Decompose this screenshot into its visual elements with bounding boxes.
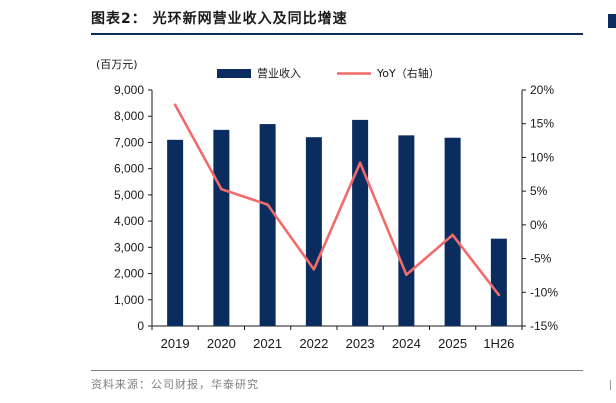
right-tick-label: -15% <box>530 319 558 333</box>
yoy-point <box>405 273 408 276</box>
x-category-label: 1H26 <box>483 336 514 351</box>
left-tick-label: 8,000 <box>114 109 144 123</box>
left-tick-label: 7,000 <box>114 135 144 149</box>
x-category-label: 2021 <box>253 336 282 351</box>
yoy-point <box>312 268 316 271</box>
yoy-point <box>220 187 223 191</box>
next-figure-edge <box>608 14 616 28</box>
source-note: 资料来源：公司财报，华泰研究 <box>91 378 259 391</box>
legend-swatch-revenue <box>217 69 251 78</box>
revenue-bar <box>444 137 461 326</box>
yoy-line <box>173 103 501 297</box>
y-axis-unit-label: (百万元) <box>96 58 138 71</box>
left-tick-label: 2,000 <box>114 267 144 281</box>
x-category-label: 2025 <box>438 336 467 351</box>
revenue-bar <box>213 129 230 326</box>
right-tick-label: 15% <box>530 117 554 131</box>
left-tick-label: 9,000 <box>114 83 144 97</box>
left-tick-label: 3,000 <box>114 240 144 254</box>
title-divider <box>91 33 583 35</box>
x-category-label: 2022 <box>299 336 328 351</box>
chart-legend: 营业收入 YoY（右轴） <box>217 66 440 80</box>
next-figure-edge-bottom <box>610 380 616 390</box>
left-tick-label: 6,000 <box>114 162 144 176</box>
bar-series <box>167 119 507 326</box>
revenue-bar <box>398 135 415 326</box>
chart-title: 图表2： 光环新网营业收入及同比增速 <box>91 11 348 27</box>
right-tick-label: 0% <box>530 218 548 232</box>
revenue-bar <box>167 139 184 326</box>
revenue-bar <box>305 137 322 326</box>
x-category-label: 2023 <box>346 336 375 351</box>
yoy-point <box>451 233 454 237</box>
revenue-bar <box>259 124 276 326</box>
x-category-label: 2024 <box>392 336 421 351</box>
yoy-point <box>497 293 501 297</box>
right-tick-label: 20% <box>530 83 554 97</box>
yoy-point <box>358 161 362 165</box>
yoy-point <box>266 203 269 206</box>
left-tick-label: 0 <box>137 319 144 333</box>
left-tick-label: 1,000 <box>114 293 144 307</box>
legend-label-yoy: YoY（右轴） <box>376 66 440 80</box>
x-category-label: 2019 <box>161 336 190 351</box>
source-divider <box>91 370 583 371</box>
yoy-point <box>173 103 177 107</box>
revenue-bar <box>352 119 369 326</box>
left-tick-label: 4,000 <box>114 214 144 228</box>
right-tick-label: -5% <box>530 252 552 266</box>
line-series <box>173 103 501 297</box>
right-tick-label: 5% <box>530 184 548 198</box>
left-tick-label: 5,000 <box>114 188 144 202</box>
right-tick-label: 10% <box>530 150 554 164</box>
x-category-label: 2020 <box>207 336 236 351</box>
legend-label-revenue: 营业收入 <box>257 66 301 80</box>
right-tick-label: -10% <box>530 285 558 299</box>
revenue-bar <box>490 238 507 326</box>
